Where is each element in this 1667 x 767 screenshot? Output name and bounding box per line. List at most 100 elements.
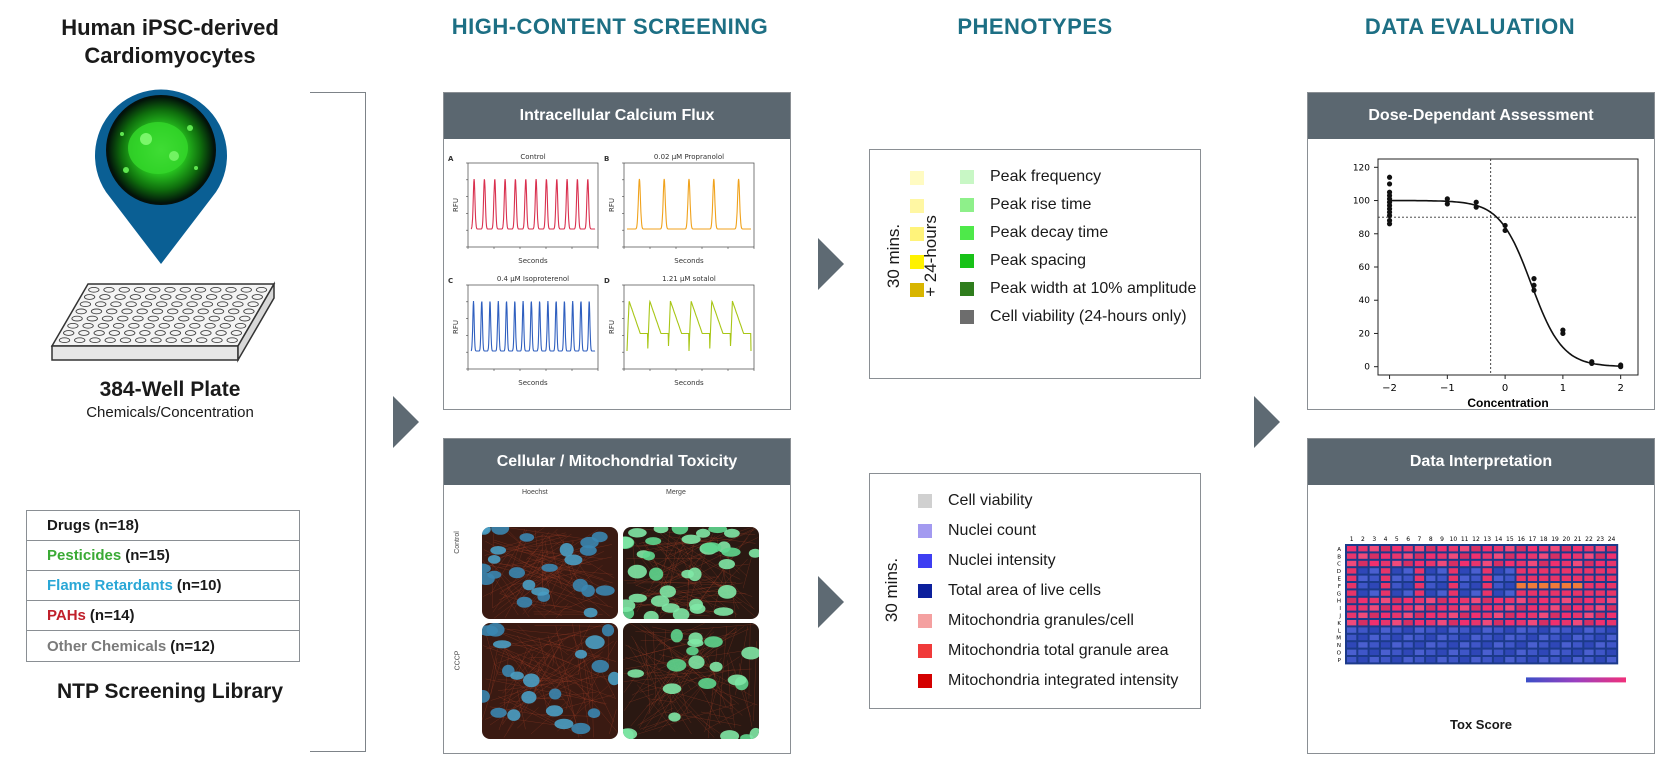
heatmap-cell: [1573, 575, 1583, 581]
heatmap-cell: [1437, 620, 1447, 626]
trace-title: 0.02 μM Propranolol: [654, 153, 724, 161]
heatmap-cell: [1539, 575, 1549, 581]
heatmap-cell: [1482, 657, 1492, 663]
heatmap-cell: [1471, 657, 1481, 663]
heatmap-cell: [1561, 583, 1571, 589]
heatmap-cell: [1482, 634, 1492, 641]
trace-letter: B: [604, 155, 609, 163]
heatmap-col-label: 7: [1418, 536, 1422, 543]
heatmap-cell: [1516, 612, 1526, 618]
trace-letter: D: [604, 277, 610, 285]
heatmap-cell: [1606, 575, 1617, 581]
heatmap-cell: [1573, 627, 1583, 633]
heatmap-cell: [1573, 605, 1583, 611]
micro-col-label: Merge: [666, 489, 686, 496]
column2-header: HIGH-CONTENT SCREENING: [451, 14, 769, 39]
heatmap-cell: [1414, 627, 1425, 633]
heatmap-cell: [1471, 605, 1481, 611]
heatmap-cell: [1482, 597, 1492, 604]
heatmap-cell: [1584, 583, 1594, 589]
heatmap-col-label: 14: [1495, 536, 1503, 543]
heatmap-cell: [1358, 620, 1368, 626]
heatmap-cell: [1584, 649, 1594, 655]
heatmap-cell: [1505, 553, 1515, 559]
library-row-other-chemicals: Other Chemicals (n=12): [27, 631, 299, 661]
heatmap-cell: [1403, 634, 1413, 641]
heatmap-cell: [1595, 590, 1605, 596]
toxicity-phenotypes-box: 30 mins. Cell viability Nuclei count Nucle…: [869, 473, 1201, 709]
heatmap-cell: [1573, 560, 1583, 567]
heatmap-cell: [1414, 590, 1425, 596]
heatmap-cell: [1527, 620, 1538, 626]
micro-col-label: Hoechst: [522, 489, 548, 496]
heatmap-cell: [1380, 634, 1391, 641]
heatmap-col-label: 21: [1574, 536, 1582, 543]
heatmap-cell: [1527, 597, 1538, 604]
swatch-30min: [910, 171, 924, 185]
heatmap-cell: [1369, 657, 1379, 663]
heatmap-cell: [1358, 553, 1368, 559]
swatch-24h: [960, 198, 974, 212]
heatmap-cell: [1595, 620, 1605, 626]
heatmap-cell: [1460, 590, 1470, 596]
heatmap-col-label: 18: [1540, 536, 1548, 543]
heatmap-cell: [1550, 605, 1560, 611]
heatmap-cell: [1460, 560, 1470, 567]
heatmap-cell: [1347, 605, 1357, 611]
heatmap-cell: [1392, 649, 1402, 655]
heatmap-cell: [1561, 649, 1571, 655]
heatmap-cell: [1550, 590, 1560, 596]
heatmap-row-label: N: [1337, 643, 1341, 649]
swatch-30min: [910, 255, 924, 269]
heatmap-cell: [1539, 612, 1549, 618]
heatmap-cell: [1437, 642, 1447, 648]
data-point: [1531, 282, 1537, 288]
heatmap-cell: [1516, 575, 1526, 581]
heatmap-cell: [1426, 553, 1436, 559]
heatmap-cell: [1584, 620, 1594, 626]
trace-title: 0.4 μM Isoproterenol: [497, 275, 569, 283]
trace-frame: [623, 284, 755, 370]
phenotype-swatch: [918, 584, 932, 598]
heatmap-cell: [1392, 627, 1402, 633]
trace-ylabel: RFU: [452, 198, 460, 212]
heatmap-cell: [1584, 657, 1594, 663]
heatmap-cell: [1426, 597, 1436, 604]
heatmap-cell: [1448, 590, 1458, 596]
trace-title: Control: [520, 153, 545, 161]
heatmap-cell: [1437, 605, 1447, 611]
heatmap-cell: [1358, 597, 1368, 604]
heatmap-cell: [1573, 583, 1583, 589]
heatmap-cell: [1392, 575, 1402, 581]
heatmap-cell: [1516, 597, 1526, 604]
heatmap-cell: [1493, 597, 1504, 604]
heatmap-cell: [1437, 568, 1447, 574]
heatmap-cell: [1527, 553, 1538, 559]
heatmap-row-label: L: [1338, 628, 1342, 634]
heatmap-cell: [1347, 612, 1357, 618]
heatmap-cell: [1539, 546, 1549, 552]
heatmap-cell: [1493, 546, 1504, 552]
data-point: [1473, 204, 1479, 210]
heatmap-cell: [1380, 627, 1391, 633]
heatmap-cell: [1448, 583, 1458, 589]
heatmap-col-label: 13: [1483, 536, 1491, 543]
x-axis-label: Concentration: [1467, 396, 1548, 409]
heatmap-cell: [1539, 605, 1549, 611]
heatmap-cell: [1505, 605, 1515, 611]
x-tick-label: −2: [1382, 383, 1397, 394]
heatmap-cell: [1380, 560, 1391, 567]
heatmap-cell: [1595, 642, 1605, 648]
heatmap-cell: [1561, 553, 1571, 559]
heatmap-cell: [1358, 649, 1368, 655]
heatmap-cell: [1595, 634, 1605, 641]
data-point: [1531, 287, 1537, 293]
heatmap-cell: [1347, 583, 1357, 589]
plate-title: 384-Well Plate: [99, 378, 241, 401]
heatmap-cell: [1437, 634, 1447, 641]
heatmap-cell: [1516, 627, 1526, 633]
heatmap-cell: [1493, 612, 1504, 618]
interpretation-panel: Data Interpretation 1 2 3 4 5 6 7 8 9 10 11 12 13 14 1…: [1307, 438, 1655, 754]
heatmap-cell: [1460, 553, 1470, 559]
heatmap-cell: [1606, 642, 1617, 648]
